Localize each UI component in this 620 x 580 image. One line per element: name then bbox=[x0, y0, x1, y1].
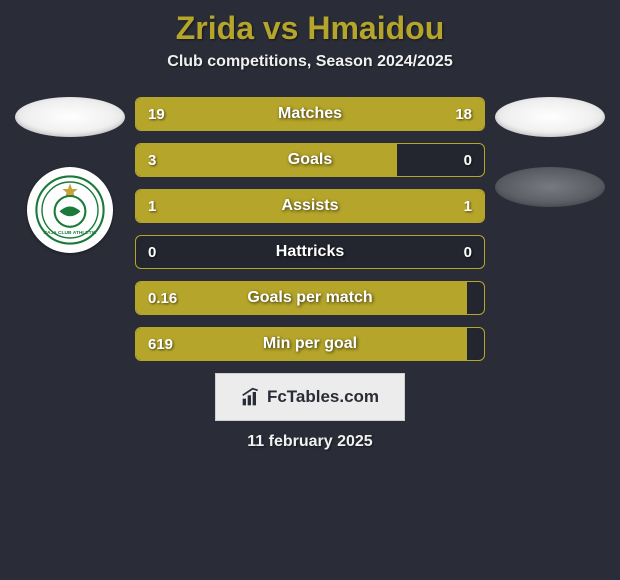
right-player-col bbox=[495, 97, 605, 207]
stat-label: Goals bbox=[288, 151, 332, 169]
chart-icon bbox=[241, 387, 261, 407]
stat-value-left: 19 bbox=[148, 106, 165, 123]
stat-fill-left bbox=[136, 144, 397, 176]
stat-row: 1 1 Assists bbox=[135, 189, 485, 223]
stat-value-right: 0 bbox=[464, 152, 472, 169]
left-player-col: RAJA CLUB ATHLETIC bbox=[15, 97, 125, 253]
page-subtitle: Club competitions, Season 2024/2025 bbox=[167, 53, 452, 71]
stat-value-left: 0.16 bbox=[148, 290, 177, 307]
stat-label: Matches bbox=[278, 105, 342, 123]
club-crest-icon: RAJA CLUB ATHLETIC bbox=[35, 175, 105, 245]
stat-label: Min per goal bbox=[263, 335, 357, 353]
stat-value-left: 3 bbox=[148, 152, 156, 169]
footer: FcTables.com 11 february 2025 bbox=[215, 373, 405, 451]
svg-text:RAJA CLUB ATHLETIC: RAJA CLUB ATHLETIC bbox=[43, 230, 97, 236]
stat-value-left: 0 bbox=[148, 244, 156, 261]
stat-label: Assists bbox=[282, 197, 339, 215]
page-title: Zrida vs Hmaidou bbox=[176, 10, 445, 47]
stat-value-left: 1 bbox=[148, 198, 156, 215]
stat-value-right: 18 bbox=[455, 106, 472, 123]
stat-row: 3 0 Goals bbox=[135, 143, 485, 177]
club-badge-left: RAJA CLUB ATHLETIC bbox=[27, 167, 113, 253]
brand-text: FcTables.com bbox=[267, 387, 379, 407]
content-row: RAJA CLUB ATHLETIC 19 18 Matches 3 0 Goals 1 1 A… bbox=[0, 97, 620, 361]
stat-label: Hattricks bbox=[276, 243, 344, 261]
stat-value-right: 0 bbox=[464, 244, 472, 261]
comparison-container: Zrida vs Hmaidou Club competitions, Seas… bbox=[0, 0, 620, 451]
stat-row: 19 18 Matches bbox=[135, 97, 485, 131]
stat-row: 0 0 Hattricks bbox=[135, 235, 485, 269]
stat-value-right: 1 bbox=[464, 198, 472, 215]
stat-label: Goals per match bbox=[247, 289, 372, 307]
date-text: 11 february 2025 bbox=[247, 433, 372, 451]
stats-column: 19 18 Matches 3 0 Goals 1 1 Assists 0 0 Hattricks 0.… bbox=[135, 97, 485, 361]
stat-value-left: 619 bbox=[148, 336, 173, 353]
stat-row: 0.16 Goals per match bbox=[135, 281, 485, 315]
stat-row: 619 Min per goal bbox=[135, 327, 485, 361]
brand-badge[interactable]: FcTables.com bbox=[215, 373, 405, 421]
club-badge-right-placeholder bbox=[495, 167, 605, 207]
player-avatar-left bbox=[15, 97, 125, 137]
player-avatar-right bbox=[495, 97, 605, 137]
